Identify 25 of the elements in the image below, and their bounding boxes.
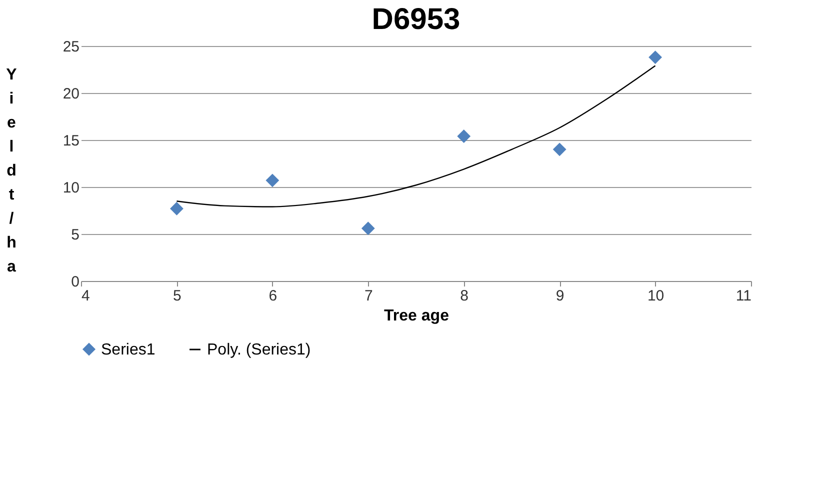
point <box>648 50 662 64</box>
x-tick-label: 7 <box>364 288 373 304</box>
y-tick-label: 10 <box>62 180 80 196</box>
point <box>457 130 471 143</box>
x-tick-label: 5 <box>173 288 182 304</box>
x-tick-label: 10 <box>647 288 664 304</box>
y-tick-label: 20 <box>62 86 80 102</box>
x-tick-label: 6 <box>268 288 278 304</box>
x-tick-label: 8 <box>460 288 469 304</box>
chart-title: D6953 <box>372 3 460 36</box>
x-tick-label: 4 <box>82 288 90 304</box>
point <box>170 202 184 216</box>
point <box>361 222 375 236</box>
x-tick-label: 9 <box>556 288 564 304</box>
point <box>552 142 566 156</box>
legend-label: Poly. (Series1) <box>207 342 311 358</box>
legend-label: Series1 <box>101 341 156 358</box>
y-tick-label: 25 <box>62 38 80 56</box>
y-tick-label: 15 <box>62 132 80 150</box>
y-tick-label: 5 <box>71 226 80 244</box>
point <box>266 174 280 188</box>
text: Yield t/ha <box>6 66 17 276</box>
x-tick-label: 11 <box>736 288 752 304</box>
y-tick-label: 0 <box>71 274 80 290</box>
x-axis-title: Tree age <box>384 308 450 324</box>
